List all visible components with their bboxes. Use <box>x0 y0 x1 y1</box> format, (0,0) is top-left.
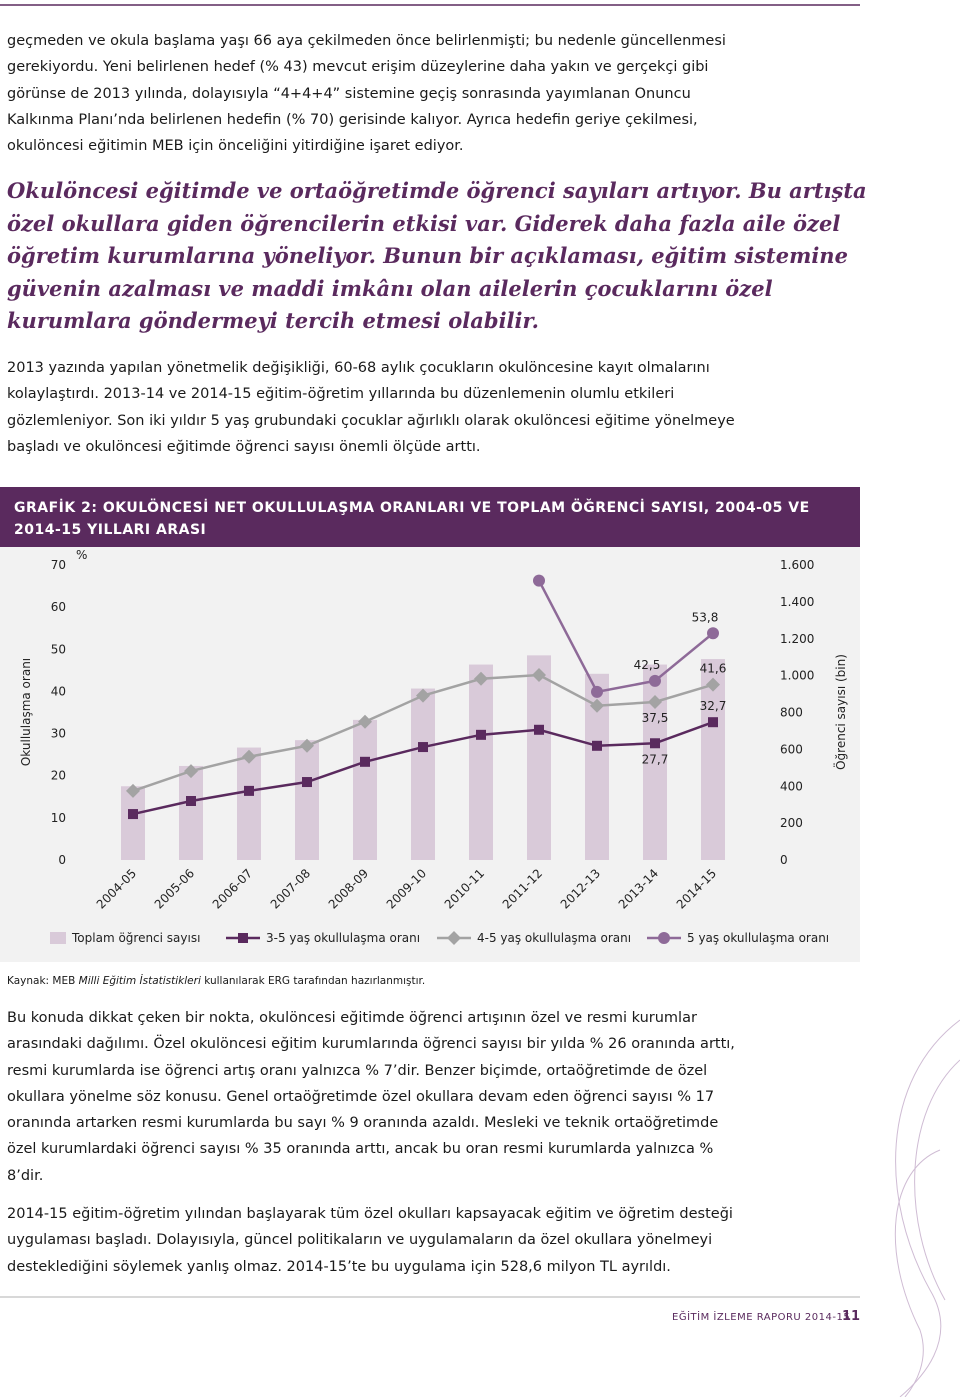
x-tick-label: 2014-15 <box>674 866 719 911</box>
data-label: 37,5 <box>642 711 669 725</box>
marker <box>650 738 660 749</box>
marker <box>649 674 661 687</box>
bar <box>295 740 319 860</box>
marker <box>184 764 198 779</box>
marker <box>591 685 603 698</box>
marker <box>648 694 662 709</box>
y2-tick-label: 0 <box>780 853 788 867</box>
data-label: 27,7 <box>642 752 669 766</box>
y2-tick-label: 1.600 <box>780 558 814 572</box>
bar <box>353 719 377 860</box>
y2-tick-label: 1.400 <box>780 595 814 609</box>
marker <box>126 783 140 798</box>
swirls <box>894 1019 960 1397</box>
legend-marker <box>658 932 670 944</box>
data-label: 53,8 <box>692 610 719 624</box>
y-axis-title: Okullulaşma oranı <box>19 658 33 766</box>
source-text: kullanılarak ERG tarafından hazırlanmışt… <box>200 975 426 987</box>
data-label: 42,5 <box>634 658 661 672</box>
source-text: Kaynak: MEB <box>7 975 79 987</box>
y-tick-label: 70 <box>51 558 66 572</box>
y-tick-label: 0 <box>58 853 66 867</box>
marker <box>242 749 256 764</box>
intro-paragraph: geçmeden ve okula başlama yaşı 66 aya çe… <box>7 33 726 155</box>
marker <box>300 738 314 753</box>
chart: 0 10 20 30 40 50 60 70 0 200 400 600 800 1.000 1.200 1.… <box>19 548 848 945</box>
marker <box>476 729 486 740</box>
bar <box>121 786 145 860</box>
marker <box>186 796 196 806</box>
footer-report: EĞİTİM İZLEME RAPORU 2014-15 <box>672 1312 851 1323</box>
legend-marker <box>238 933 248 943</box>
bar <box>411 688 435 860</box>
marker <box>128 809 138 820</box>
paragraph: 2014-15 eğitim-öğretim yılından başlayar… <box>7 1206 733 1275</box>
bar <box>237 747 261 860</box>
marker <box>302 777 312 788</box>
paragraph: Bu konuda dikkat çeken bir nokta, okulön… <box>7 1010 735 1184</box>
bar <box>469 664 493 860</box>
page-number: 11 <box>842 1309 861 1324</box>
x-tick-label: 2010-11 <box>442 866 487 911</box>
bar <box>179 765 203 860</box>
bar <box>701 659 725 860</box>
y-tick-label: 10 <box>51 811 66 825</box>
y-tick-label: 20 <box>51 769 66 783</box>
y-unit: % <box>76 548 87 562</box>
source-title: Milli Eğitim İstatistikleri <box>78 975 201 987</box>
y2-tick-label: 1.200 <box>780 632 814 646</box>
line <box>537 580 714 694</box>
x-tick-label: 2004-05 <box>94 866 139 911</box>
y-tick-label: 30 <box>51 727 66 741</box>
x-tick-label: 2011-12 <box>500 866 545 911</box>
legend-label: Toplam öğrenci sayısı <box>71 931 200 945</box>
marker <box>474 671 488 686</box>
legend-label: 4-5 yaş okullulaşma oranı <box>477 931 631 945</box>
marker <box>360 756 370 767</box>
marker <box>416 688 430 703</box>
callout: Okulöncesi eğitimde ve ortaöğretimde öğr… <box>7 178 867 334</box>
x-tick-label: 2006-07 <box>210 866 255 911</box>
x-tick-label: 2005-06 <box>152 866 197 911</box>
y2-tick-label: 1.000 <box>780 669 814 683</box>
x-tick-label: 2008-09 <box>326 866 371 911</box>
marker <box>358 714 372 729</box>
y2-tick-label: 200 <box>780 816 803 830</box>
data-label: 32,7 <box>700 699 727 713</box>
marker <box>532 667 546 682</box>
legend-swatch <box>50 932 66 944</box>
marker <box>590 698 604 713</box>
x-tick-label: 2009-10 <box>384 866 429 911</box>
y-tick-label: 40 <box>51 684 66 698</box>
y-tick-label: 50 <box>51 642 66 656</box>
y2-tick-label: 600 <box>780 742 803 756</box>
chart-title: GRAFİK 2: OKULÖNCESİ NET OKULLULAŞMA ORA… <box>0 487 860 547</box>
marker <box>707 627 719 640</box>
x-tick-label: 2012-13 <box>558 866 603 911</box>
marker <box>244 785 254 796</box>
marker <box>708 717 718 728</box>
y2-tick-label: 400 <box>780 779 803 793</box>
marker <box>418 742 428 753</box>
legend-label: 5 yaş okullulaşma oranı <box>687 931 829 945</box>
legend-label: 3-5 yaş okullulaşma oranı <box>266 931 420 945</box>
marker <box>592 740 602 751</box>
data-label: 41,6 <box>700 662 727 676</box>
marker <box>534 724 544 735</box>
y2-tick-label: 800 <box>780 706 803 720</box>
x-tick-label: 2007-08 <box>268 866 313 911</box>
bar <box>527 655 551 860</box>
x-tick-label: 2013-14 <box>616 866 661 911</box>
y2-axis-title: Öğrenci sayısı (bin) <box>832 654 848 770</box>
marker <box>533 574 545 587</box>
y-tick-label: 60 <box>51 600 66 614</box>
marker <box>706 677 720 692</box>
legend-marker <box>447 931 461 945</box>
source: Kaynak: MEB Milli Eğitim İstatistikleri … <box>7 975 425 987</box>
paragraph: 2013 yazında yapılan yönetmelik değişikl… <box>7 360 735 455</box>
